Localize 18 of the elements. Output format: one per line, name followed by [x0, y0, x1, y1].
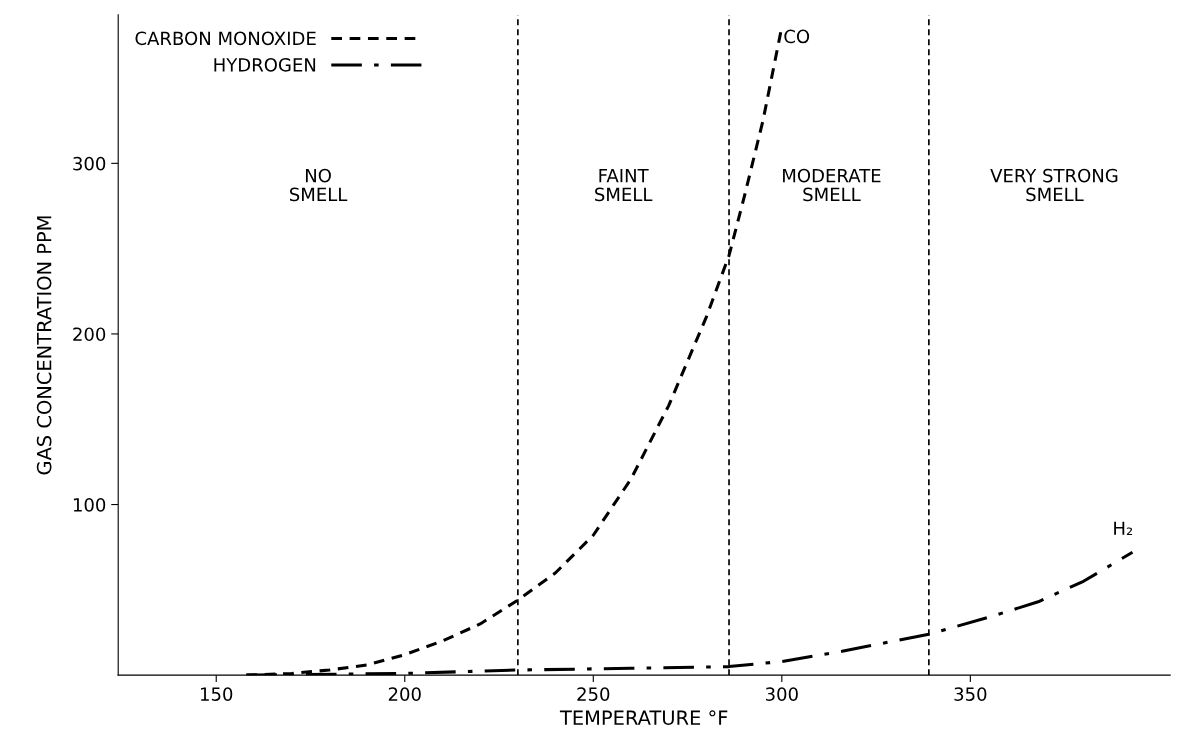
x-tick-label: 300: [765, 687, 798, 701]
y-tick-label: 300: [73, 156, 106, 171]
y-tick-label: 100: [73, 497, 106, 512]
y-axis-title: GAS CONCENTRATION PPM: [36, 216, 52, 475]
annotation: CO: [784, 29, 810, 44]
annotation: MODERATE SMELL: [783, 168, 881, 202]
x-axis-title: TEMPERATURE °F: [559, 710, 728, 726]
x-tick-label: 250: [577, 687, 610, 701]
y-tick-label: 200: [73, 327, 106, 342]
annotation: H₂: [1114, 521, 1133, 535]
x-tick-label: 200: [388, 687, 421, 701]
annotation: FAINT SMELL: [595, 168, 653, 202]
annotation: NO SMELL: [289, 168, 348, 202]
annotation: VERY STRONG SMELL: [990, 168, 1118, 202]
x-tick-label: 150: [200, 687, 233, 701]
legend-label: HYDROGEN: [214, 57, 316, 72]
x-tick-label: 350: [954, 687, 987, 701]
legend-label: CARBON MONOXIDE: [135, 31, 316, 46]
